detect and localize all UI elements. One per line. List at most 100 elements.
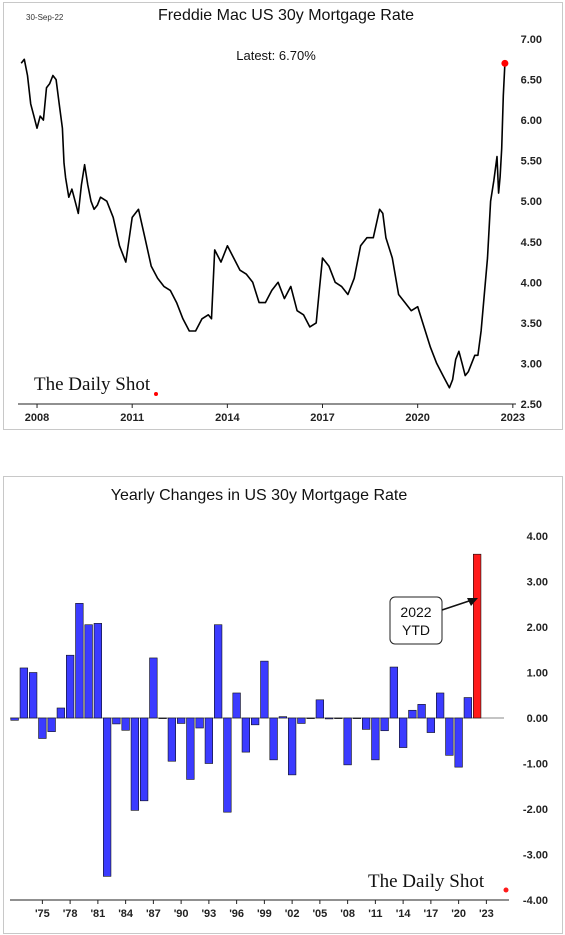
bar-2016 bbox=[417, 704, 426, 719]
x-tick-label: '99 bbox=[257, 908, 272, 920]
callout-arrow-head bbox=[467, 598, 478, 606]
y-tick-label: -4.00 bbox=[523, 895, 548, 907]
bar-1979 bbox=[75, 603, 84, 719]
bar-2010 bbox=[361, 717, 371, 730]
watermark-dot bbox=[154, 392, 158, 396]
bar-1991 bbox=[186, 717, 195, 780]
bar-1998 bbox=[251, 717, 260, 726]
bar-2004 bbox=[306, 717, 315, 719]
bar-2007 bbox=[334, 717, 343, 719]
x-tick-label: '02 bbox=[285, 908, 300, 920]
x-tick-label: '08 bbox=[340, 908, 355, 920]
mortgage-rate-line-chart: 30-Sep-22 Freddie Mac US 30y Mortgage Ra… bbox=[18, 7, 542, 424]
y-tick-label: 3.50 bbox=[521, 318, 542, 330]
y-tick-label: 3.00 bbox=[521, 358, 542, 370]
y-tick-label: 4.50 bbox=[521, 237, 542, 249]
bar-2001 bbox=[278, 716, 287, 719]
y-tick-label: -2.00 bbox=[523, 804, 548, 816]
y-tick-label: 1.00 bbox=[527, 668, 548, 680]
bar-2006 bbox=[324, 717, 334, 720]
bar-1986 bbox=[140, 717, 149, 802]
x-tick-label: 2020 bbox=[405, 412, 429, 424]
x-tick-label: '14 bbox=[396, 908, 412, 920]
bar-2021 bbox=[463, 697, 472, 719]
bar-1985 bbox=[130, 717, 140, 811]
chart-title: Freddie Mac US 30y Mortgage Rate bbox=[158, 7, 414, 24]
latest-annotation: Latest: 6.70% bbox=[236, 48, 316, 63]
bar-2020 bbox=[454, 717, 463, 768]
bar-2022 bbox=[472, 553, 482, 719]
series-line-mortgage-rate bbox=[20, 58, 506, 389]
bar-1990 bbox=[177, 717, 186, 724]
bar-2011 bbox=[371, 717, 380, 761]
bar-1997 bbox=[241, 717, 251, 753]
date-stamp: 30-Sep-22 bbox=[26, 13, 64, 22]
x-tick-label: '84 bbox=[118, 908, 134, 920]
bar-1980 bbox=[84, 624, 93, 719]
bar-2019 bbox=[445, 717, 454, 756]
x-tick-label: '17 bbox=[423, 908, 438, 920]
y-tick-label: 6.50 bbox=[521, 75, 542, 87]
bar-1994 bbox=[214, 624, 223, 719]
y-tick-label: 3.00 bbox=[527, 577, 548, 589]
x-tick-label: '87 bbox=[146, 908, 161, 920]
watermark-dot bbox=[503, 887, 509, 893]
callout-line-1: 2022 bbox=[400, 604, 431, 620]
bar-1984 bbox=[121, 717, 130, 731]
x-tick-label: '05 bbox=[312, 908, 327, 920]
latest-value-marker bbox=[501, 59, 509, 67]
x-tick-label: '81 bbox=[90, 908, 105, 920]
bar-1996 bbox=[232, 692, 241, 719]
y-tick-label: -3.00 bbox=[523, 850, 548, 862]
bar-1976 bbox=[47, 717, 56, 732]
bar-1972 bbox=[10, 717, 19, 721]
bar-2018 bbox=[435, 692, 445, 719]
x-tick-label: 2011 bbox=[120, 412, 144, 424]
x-tick-label: '78 bbox=[63, 908, 78, 920]
bar-2012 bbox=[380, 717, 389, 732]
bar-1989 bbox=[167, 717, 177, 762]
bar-1992 bbox=[195, 717, 204, 729]
x-tick-label: 2017 bbox=[310, 412, 334, 424]
y-tick-label: 4.00 bbox=[521, 277, 542, 289]
watermark-logo: The Daily Shot bbox=[368, 871, 485, 892]
bar-1988 bbox=[158, 717, 167, 719]
chart-title: Yearly Changes in US 30y Mortgage Rate bbox=[111, 487, 408, 504]
bar-2008 bbox=[343, 717, 352, 766]
x-tick-label: 2014 bbox=[215, 412, 240, 424]
y-tick-label: 5.00 bbox=[521, 196, 542, 208]
bar-2009 bbox=[352, 717, 361, 719]
x-tick-label: '96 bbox=[229, 908, 244, 920]
bar-2017 bbox=[426, 717, 435, 733]
x-tick-label: 2023 bbox=[501, 412, 525, 424]
ytd-callout: 2022 YTD bbox=[389, 596, 478, 645]
bar-2003 bbox=[297, 717, 306, 724]
bar-2005 bbox=[315, 699, 324, 719]
bar-2013 bbox=[389, 666, 398, 719]
x-tick-label: 2008 bbox=[25, 412, 49, 424]
bar-2000 bbox=[269, 717, 278, 761]
bar-1973 bbox=[19, 667, 28, 719]
callout-arrow-shaft bbox=[441, 599, 473, 611]
bar-1993 bbox=[204, 717, 214, 764]
bar-1975 bbox=[38, 717, 47, 739]
yearly-changes-bar-chart: Yearly Changes in US 30y Mortgage Rate 4… bbox=[10, 487, 548, 920]
y-tick-label: 7.00 bbox=[521, 34, 542, 46]
x-tick-label: '75 bbox=[35, 908, 50, 920]
bar-1983 bbox=[112, 717, 121, 725]
x-tick-label: '90 bbox=[174, 908, 189, 920]
x-tick-label: '23 bbox=[479, 908, 494, 920]
bar-1987 bbox=[149, 657, 158, 719]
bar-1995 bbox=[223, 717, 232, 813]
bar-1978 bbox=[65, 654, 75, 719]
y-tick-label: 5.50 bbox=[521, 156, 542, 168]
bar-1981 bbox=[93, 623, 103, 719]
y-tick-label: 0.00 bbox=[527, 713, 548, 725]
y-tick-label: 2.00 bbox=[527, 622, 548, 634]
y-tick-label: 4.00 bbox=[527, 531, 548, 543]
watermark-logo: The Daily Shot bbox=[34, 374, 151, 395]
bar-2015 bbox=[408, 709, 417, 719]
bar-2002 bbox=[287, 717, 297, 776]
top-chart-panel: 30-Sep-22 Freddie Mac US 30y Mortgage Ra… bbox=[3, 2, 563, 430]
bar-1982 bbox=[103, 717, 112, 877]
